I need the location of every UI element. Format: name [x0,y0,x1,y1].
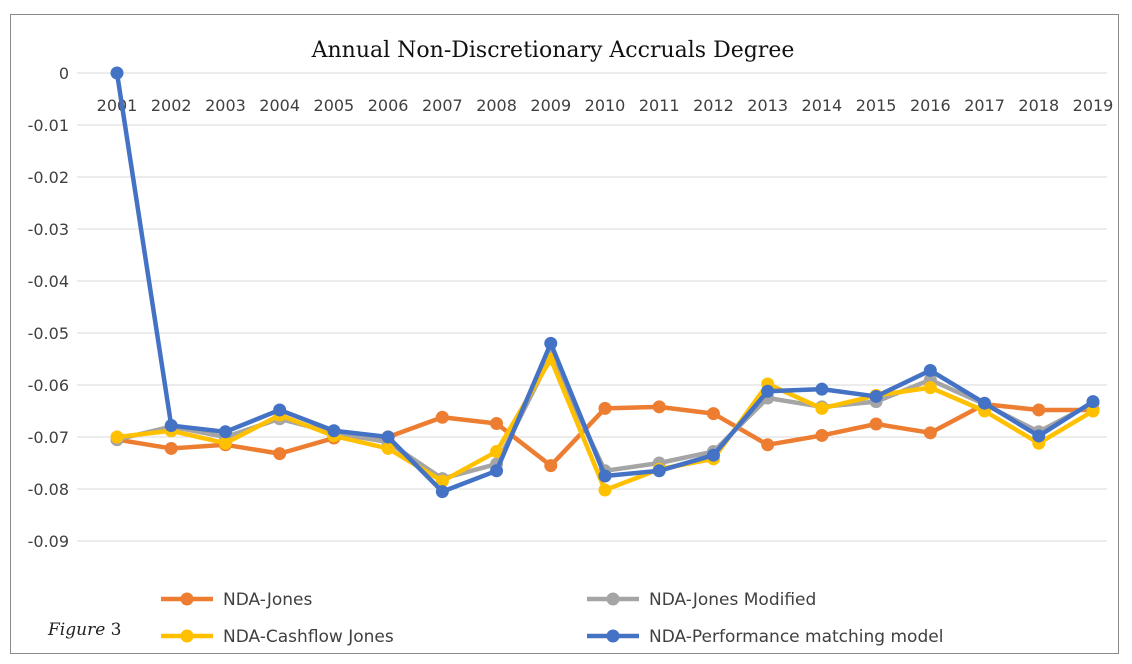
data-point [110,430,124,444]
figure-frame: Annual Non-Discretionary Accruals Degree… [10,14,1119,654]
data-point [381,430,395,444]
x-tick-label: 2015 [856,96,897,115]
y-axis-ticks: 0 -0.01 -0.02 -0.03 -0.04 -0.05 -0.06 -0.07 -0.0… [28,64,69,551]
data-point [110,66,124,80]
legend-label: NDA-Jones [223,590,312,610]
data-point [923,363,937,377]
data-point [327,424,341,438]
y-tick-label: -0.03 [28,220,69,239]
data-point [544,336,558,350]
data-point [490,464,504,478]
legend-swatch-marker [180,592,194,606]
data-point [869,389,883,403]
y-tick-label: -0.09 [28,532,69,551]
data-point [598,401,612,415]
data-point [761,438,775,452]
legend-swatch-marker [180,629,194,643]
legend-swatch-marker [606,629,620,643]
data-point [435,485,449,499]
data-point [1086,395,1100,409]
legend-label: NDA-Performance matching model [649,627,943,647]
x-tick-label: 2013 [747,96,788,115]
figure-caption-word: Figure [48,620,106,640]
x-tick-label: 2008 [476,96,517,115]
x-tick-label: 2007 [422,96,463,115]
x-tick-label: 2011 [639,96,680,115]
y-tick-label: -0.02 [28,168,69,187]
data-point [978,396,992,410]
line-chart: Annual Non-Discretionary Accruals Degree… [28,38,1114,647]
data-point [544,459,558,473]
x-tick-label: 2010 [585,96,626,115]
legend-item: NDA-Cashflow Jones [161,627,394,647]
data-point [652,464,666,478]
data-point [435,474,449,488]
legend-label: NDA-Cashflow Jones [223,627,394,647]
x-tick-label: 2005 [314,96,355,115]
data-point [815,382,829,396]
x-tick-label: 2017 [964,96,1005,115]
data-point [815,401,829,415]
y-tick-label: -0.07 [28,428,69,447]
data-point [1086,404,1100,418]
data-point [1032,429,1046,443]
data-point [923,381,937,395]
data-point [273,447,287,461]
data-point [869,417,883,431]
data-point [164,419,178,433]
data-point [164,441,178,455]
legend-item: NDA-Jones Modified [587,590,816,610]
figure-caption: Figure 3 [48,620,122,640]
data-point [490,445,504,459]
x-axis-ticks: 2001 2002 2003 2004 2005 2006 2007 2008 2009 2010… [97,96,1114,115]
series-line [114,72,1095,494]
x-tick-label: 2004 [259,96,300,115]
y-tick-label: -0.04 [28,272,69,291]
x-tick-label: 2014 [802,96,843,115]
data-point [652,400,666,414]
data-point [435,410,449,424]
data-point [706,448,720,462]
x-tick-label: 2012 [693,96,734,115]
data-point [598,483,612,497]
x-tick-label: 2018 [1018,96,1059,115]
data-point [815,428,829,442]
legend-label: NDA-Jones Modified [649,590,816,610]
legend: NDA-Jones NDA-Jones Modified NDA-Cashflow … [161,590,943,647]
x-tick-label: 2019 [1073,96,1114,115]
gridlines [77,72,1107,542]
series-nda-performance-matching-model [110,66,1100,499]
x-tick-label: 2001 [97,96,138,115]
y-tick-label: -0.06 [28,376,69,395]
y-tick-label: -0.01 [28,116,69,135]
x-tick-label: 2016 [910,96,951,115]
x-tick-label: 2003 [205,96,246,115]
x-tick-label: 2009 [530,96,571,115]
y-tick-label: -0.05 [28,324,69,343]
x-tick-label: 2006 [368,96,409,115]
y-tick-label: 0 [59,64,69,83]
data-point [273,403,287,417]
data-point [761,384,775,398]
figure-caption-number: 3 [110,620,122,640]
data-point [218,436,232,450]
series-nda-jones [110,397,1100,473]
x-tick-label: 2002 [151,96,192,115]
chart-title: Annual Non-Discretionary Accruals Degree [311,38,795,63]
legend-item: NDA-Jones [161,590,312,610]
data-point [598,469,612,483]
data-point [1032,403,1046,417]
series-lines [110,66,1100,499]
data-point [706,407,720,421]
data-point [218,425,232,439]
legend-swatch-marker [606,592,620,606]
data-point [490,416,504,430]
data-point [923,426,937,440]
y-tick-label: -0.08 [28,480,69,499]
legend-item: NDA-Performance matching model [587,627,943,647]
data-point [381,441,395,455]
